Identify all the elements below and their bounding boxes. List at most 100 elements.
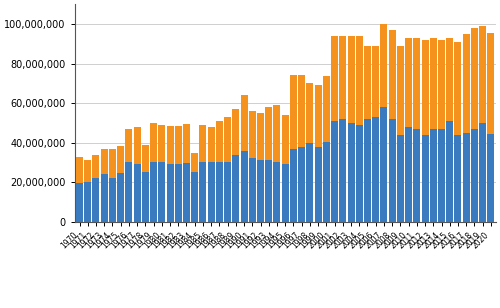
Bar <box>306 83 314 143</box>
Bar <box>117 146 124 173</box>
Bar <box>208 162 214 222</box>
Bar <box>323 142 330 222</box>
Bar <box>216 162 223 222</box>
Bar <box>414 38 420 129</box>
Bar <box>340 36 346 119</box>
Bar <box>274 162 280 222</box>
Bar <box>356 36 362 125</box>
Bar <box>100 148 107 174</box>
Bar <box>340 119 346 222</box>
Bar <box>331 121 338 222</box>
Bar <box>142 145 149 172</box>
Bar <box>208 127 214 162</box>
Bar <box>232 109 239 155</box>
Bar <box>166 126 173 164</box>
Bar <box>348 36 354 123</box>
Bar <box>471 129 478 222</box>
Bar <box>265 160 272 222</box>
Bar <box>126 162 132 222</box>
Bar <box>216 121 223 162</box>
Bar <box>314 147 322 222</box>
Bar <box>191 172 198 222</box>
Bar <box>405 38 412 127</box>
Bar <box>224 117 231 162</box>
Bar <box>200 125 206 162</box>
Bar <box>224 162 231 222</box>
Bar <box>462 34 469 133</box>
Bar <box>158 162 166 222</box>
Bar <box>380 24 388 107</box>
Bar <box>240 151 248 222</box>
Bar <box>438 40 445 129</box>
Bar <box>446 38 454 121</box>
Bar <box>249 158 256 222</box>
Bar <box>454 42 462 135</box>
Bar <box>314 85 322 147</box>
Bar <box>76 157 83 183</box>
Bar <box>150 123 157 162</box>
Bar <box>84 182 91 222</box>
Bar <box>298 75 305 147</box>
Bar <box>372 46 379 117</box>
Bar <box>364 46 371 119</box>
Bar <box>92 155 100 178</box>
Bar <box>462 133 469 222</box>
Bar <box>249 111 256 158</box>
Bar <box>183 124 190 164</box>
Bar <box>479 26 486 123</box>
Bar <box>454 135 462 222</box>
Bar <box>488 33 494 134</box>
Bar <box>348 123 354 222</box>
Bar <box>422 135 428 222</box>
Bar <box>174 164 182 222</box>
Bar <box>117 173 124 222</box>
Bar <box>158 125 166 162</box>
Bar <box>356 125 362 222</box>
Bar <box>174 126 182 164</box>
Bar <box>388 119 396 222</box>
Bar <box>364 119 371 222</box>
Bar <box>134 164 140 222</box>
Bar <box>380 107 388 222</box>
Bar <box>109 178 116 222</box>
Bar <box>372 117 379 222</box>
Bar <box>388 30 396 119</box>
Bar <box>76 183 83 222</box>
Bar <box>488 134 494 222</box>
Bar <box>265 107 272 160</box>
Bar <box>240 95 248 151</box>
Bar <box>150 162 157 222</box>
Bar <box>142 172 149 222</box>
Bar <box>290 75 297 148</box>
Bar <box>397 46 404 135</box>
Bar <box>183 164 190 222</box>
Bar <box>430 38 437 129</box>
Bar <box>405 127 412 222</box>
Bar <box>191 152 198 172</box>
Bar <box>282 115 288 164</box>
Bar <box>306 143 314 222</box>
Bar <box>397 135 404 222</box>
Bar <box>430 129 437 222</box>
Bar <box>422 40 428 135</box>
Bar <box>438 129 445 222</box>
Bar <box>323 76 330 142</box>
Bar <box>414 129 420 222</box>
Bar <box>274 105 280 162</box>
Bar <box>298 147 305 222</box>
Bar <box>290 148 297 222</box>
Bar <box>92 178 100 222</box>
Bar <box>100 174 107 222</box>
Bar <box>200 162 206 222</box>
Bar <box>257 160 264 222</box>
Bar <box>282 164 288 222</box>
Bar <box>257 113 264 160</box>
Bar <box>84 160 91 182</box>
Bar <box>331 36 338 121</box>
Bar <box>126 129 132 162</box>
Bar <box>471 28 478 129</box>
Bar <box>446 121 454 222</box>
Bar <box>232 155 239 222</box>
Bar <box>134 127 140 164</box>
Bar <box>109 148 116 178</box>
